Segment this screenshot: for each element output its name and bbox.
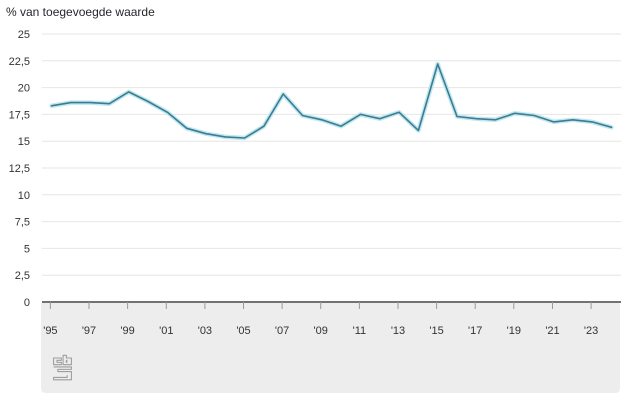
svg-text:'05: '05 xyxy=(236,325,250,337)
svg-text:'23: '23 xyxy=(584,325,598,337)
svg-text:'19: '19 xyxy=(507,325,521,337)
svg-text:15: 15 xyxy=(18,136,30,148)
svg-text:'17: '17 xyxy=(468,325,482,337)
svg-text:'03: '03 xyxy=(198,325,212,337)
svg-text:17,5: 17,5 xyxy=(9,109,30,121)
svg-text:'07: '07 xyxy=(275,325,289,337)
svg-text:'15: '15 xyxy=(429,325,443,337)
svg-text:0: 0 xyxy=(24,297,30,309)
svg-text:'11: '11 xyxy=(353,325,367,337)
svg-text:'97: '97 xyxy=(82,325,96,337)
svg-text:12,5: 12,5 xyxy=(9,163,30,175)
svg-text:7,5: 7,5 xyxy=(15,217,30,229)
svg-text:'95: '95 xyxy=(43,325,57,337)
svg-text:'99: '99 xyxy=(120,325,134,337)
svg-text:20: 20 xyxy=(18,83,30,95)
svg-text:22,5: 22,5 xyxy=(9,56,30,68)
svg-text:10: 10 xyxy=(18,190,30,202)
svg-text:2,5: 2,5 xyxy=(15,270,30,282)
svg-text:'09: '09 xyxy=(314,325,328,337)
svg-text:5: 5 xyxy=(24,243,30,255)
svg-text:'01: '01 xyxy=(159,325,173,337)
svg-text:'21: '21 xyxy=(545,325,559,337)
svg-text:'13: '13 xyxy=(391,325,405,337)
svg-text:25: 25 xyxy=(18,29,30,41)
